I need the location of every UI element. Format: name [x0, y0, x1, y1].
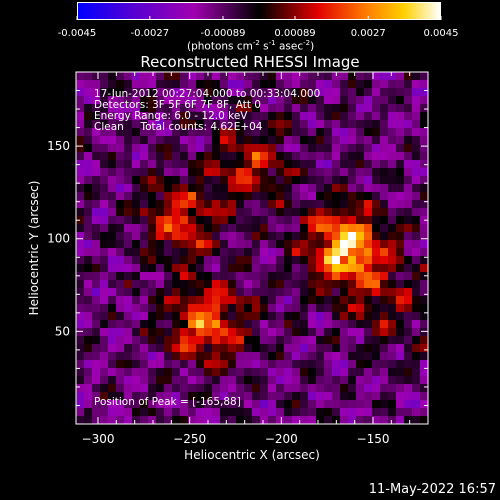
y-axis-label: Heliocentric Y (arcsec) [27, 180, 41, 316]
y-tick-label: 50 [55, 324, 70, 338]
colorbar-tick-label: 0.0027 [351, 28, 386, 39]
info-line-4: Clean Total counts: 4.62E+04 [94, 121, 263, 133]
timestamp: 11-May-2022 16:57 [368, 482, 496, 497]
colorbar-unit-exp-3: -2 [303, 39, 311, 47]
colorbar-tick-label: -0.0045 [58, 28, 97, 39]
colorbar-unit: (photons cm-2 s-1 asec-2) [187, 39, 314, 53]
y-tick-label: 100 [47, 232, 70, 246]
x-tick-label: −300 [82, 432, 115, 446]
y-tick-label: 150 [47, 139, 70, 153]
colorbar-tick-label: 0.0045 [424, 28, 459, 39]
colorbar-unit-exp-2: -1 [268, 39, 276, 47]
info-line-1: 17-Jun-2012 00:27:04.000 to 00:33:04.000 [94, 88, 321, 100]
colorbar-unit-part-4: ) [310, 40, 315, 53]
colorbar-unit-part-2: s [259, 40, 269, 53]
plot-frame [75, 71, 429, 425]
x-axis-label: Heliocentric X (arcsec) [184, 448, 320, 462]
heatmap-image [76, 72, 428, 424]
colorbar-axis: -0.0045 -0.0027 -0.00089 0.00089 0.0027 0.004… [58, 16, 459, 39]
colorbar-tick-label: -0.00089 [201, 28, 246, 39]
colorbar-unit-exp-1: -2 [252, 39, 260, 47]
colorbar-unit-part-1: (photons cm [187, 40, 253, 53]
info-line-2: Detectors: 3F 5F 6F 7F 8F, Att 0 [94, 99, 261, 111]
colorbar-tick-label: -0.0027 [130, 28, 169, 39]
colorbar [77, 2, 441, 20]
colorbar-tick-label: 0.00089 [274, 28, 315, 39]
x-tick-label: −250 [173, 432, 206, 446]
x-tick-label: −150 [357, 432, 390, 446]
info-line-3: Energy Range: 6.0 - 12.0 keV [94, 110, 248, 122]
colorbar-unit-part-3: asec [275, 40, 304, 53]
x-tick-label: −200 [265, 432, 298, 446]
chart-title: Reconstructed RHESSI Image [140, 53, 360, 71]
peak-position-label: Position of Peak = [-165,88] [94, 396, 241, 408]
